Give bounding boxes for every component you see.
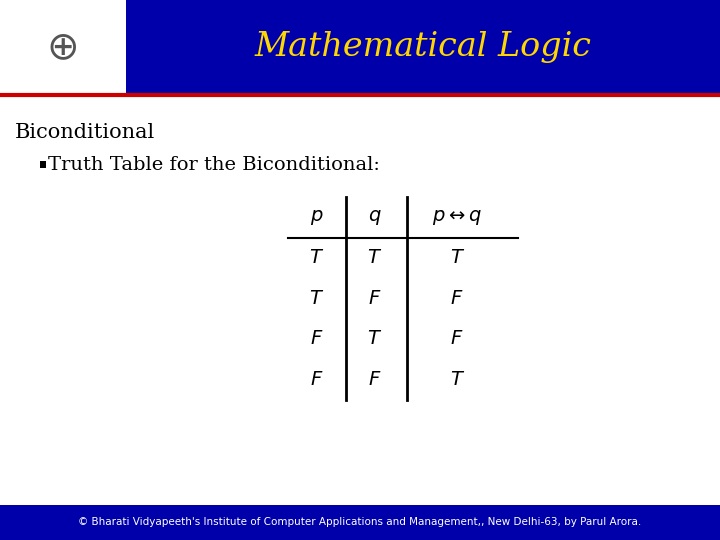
Text: $F$: $F$ <box>310 329 323 348</box>
Text: $T$: $T$ <box>449 370 465 389</box>
Text: $F$: $F$ <box>368 370 381 389</box>
Text: $F$: $F$ <box>451 329 464 348</box>
Text: Mathematical Logic: Mathematical Logic <box>254 31 592 63</box>
Text: Biconditional: Biconditional <box>14 123 155 142</box>
Text: Truth Table for the Biconditional:: Truth Table for the Biconditional: <box>48 156 379 174</box>
Bar <box>0 0 126 94</box>
Text: $F$: $F$ <box>451 289 464 308</box>
Text: $T$: $T$ <box>309 289 325 308</box>
Bar <box>40 161 45 168</box>
Text: $p \leftrightarrow q$: $p \leftrightarrow q$ <box>432 208 482 227</box>
Text: ⊕: ⊕ <box>47 28 79 66</box>
Bar <box>126 0 720 94</box>
Text: $F$: $F$ <box>368 289 381 308</box>
Text: $T$: $T$ <box>309 248 325 267</box>
Text: $q$: $q$ <box>368 208 381 227</box>
Text: $p$: $p$ <box>310 208 323 227</box>
Text: $F$: $F$ <box>310 370 323 389</box>
Text: © Bharati Vidyapeeth's Institute of Computer Applications and Management,, New D: © Bharati Vidyapeeth's Institute of Comp… <box>78 517 642 528</box>
Text: $T$: $T$ <box>366 248 382 267</box>
Bar <box>0 505 720 540</box>
Text: $T$: $T$ <box>449 248 465 267</box>
Text: $T$: $T$ <box>366 329 382 348</box>
